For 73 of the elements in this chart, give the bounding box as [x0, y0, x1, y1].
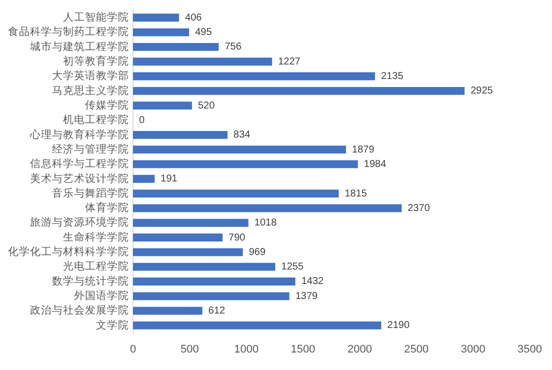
data-label: 495 — [195, 27, 212, 38]
bar — [133, 146, 346, 154]
data-label: 191 — [160, 174, 178, 185]
x-tick-label: 2000 — [347, 343, 372, 356]
bar — [133, 130, 228, 139]
y-tick-label: 初等教育学院 — [63, 54, 129, 68]
data-label: 2190 — [387, 320, 410, 332]
y-tick-label: 音乐与舞蹈学院 — [52, 186, 129, 200]
y-tick-label: 机电工程学院 — [63, 113, 129, 126]
x-tick-label: 3500 — [518, 343, 542, 356]
bar — [133, 278, 296, 286]
bar — [133, 190, 339, 198]
data-label: 1255 — [281, 262, 304, 273]
bar — [133, 204, 402, 212]
bar — [133, 58, 272, 66]
y-tick-label: 食品科学与制药工程学院 — [8, 25, 129, 38]
data-label: 1432 — [301, 276, 324, 288]
x-tick-label: 500 — [180, 343, 199, 356]
data-label: 406 — [185, 12, 202, 24]
data-label: 2925 — [470, 86, 494, 97]
bar — [133, 306, 202, 315]
x-tick-label: 1000 — [234, 343, 259, 356]
y-tick-label: 城市与建筑工程学院 — [29, 40, 129, 53]
data-label: 969 — [248, 246, 266, 258]
y-tick-label: 光电工程学院 — [63, 260, 129, 273]
bar — [133, 72, 376, 80]
data-label: 1227 — [278, 56, 301, 68]
bar — [133, 234, 223, 242]
data-label: 2370 — [408, 202, 430, 214]
y-tick-label: 经济与管理学院 — [52, 142, 129, 156]
bar — [133, 262, 276, 271]
data-label: 834 — [234, 130, 251, 141]
x-tick-label: 0 — [130, 343, 136, 356]
data-label: 612 — [208, 306, 226, 317]
data-label: 0 — [139, 114, 145, 126]
data-label: 790 — [228, 232, 246, 244]
data-label: 1984 — [364, 158, 387, 170]
y-tick-label: 心理与教育科学学院 — [29, 128, 129, 141]
y-tick-label: 大学英语教学部 — [52, 69, 129, 82]
y-tick-label: 人工智能学院 — [63, 10, 129, 24]
data-label: 520 — [198, 100, 216, 112]
bar — [133, 42, 219, 51]
bar — [133, 218, 248, 227]
y-tick-label: 文学院 — [96, 318, 129, 332]
data-label: 1018 — [254, 218, 278, 229]
bar — [133, 248, 243, 256]
y-tick-label: 马克思主义学院 — [52, 84, 129, 97]
data-label: 756 — [224, 42, 242, 53]
y-tick-label: 传媒学院 — [85, 98, 129, 112]
y-tick-label: 数学与统计学院 — [52, 274, 129, 288]
data-label: 1815 — [344, 188, 368, 200]
y-tick-label: 旅游与资源环境学院 — [30, 216, 129, 229]
y-tick-label: 外国语学院 — [74, 289, 129, 302]
bar — [133, 160, 358, 168]
data-label: 2135 — [381, 71, 404, 82]
bar — [133, 322, 382, 330]
bar — [133, 292, 290, 300]
x-tick-label: 2500 — [404, 343, 429, 356]
x-tick-label: 1500 — [290, 343, 316, 356]
y-tick-label: 信息科学与工程学院 — [30, 157, 129, 170]
data-label: 1379 — [295, 290, 318, 302]
bar — [133, 14, 180, 22]
y-tick-label: 政治与社会发展学院 — [30, 304, 129, 317]
y-tick-label: 体育学院 — [85, 201, 129, 214]
y-tick-label: 生命科学学院 — [63, 230, 129, 244]
x-tick-label: 3000 — [460, 343, 486, 356]
bar — [133, 174, 155, 183]
data-label: 1879 — [352, 144, 375, 156]
bar — [133, 102, 192, 110]
y-tick-label: 化学化工与材料科学学院 — [8, 245, 129, 258]
y-tick-label: 美术与艺术设计学院 — [30, 172, 129, 185]
bar — [133, 28, 190, 36]
bar — [133, 86, 465, 95]
